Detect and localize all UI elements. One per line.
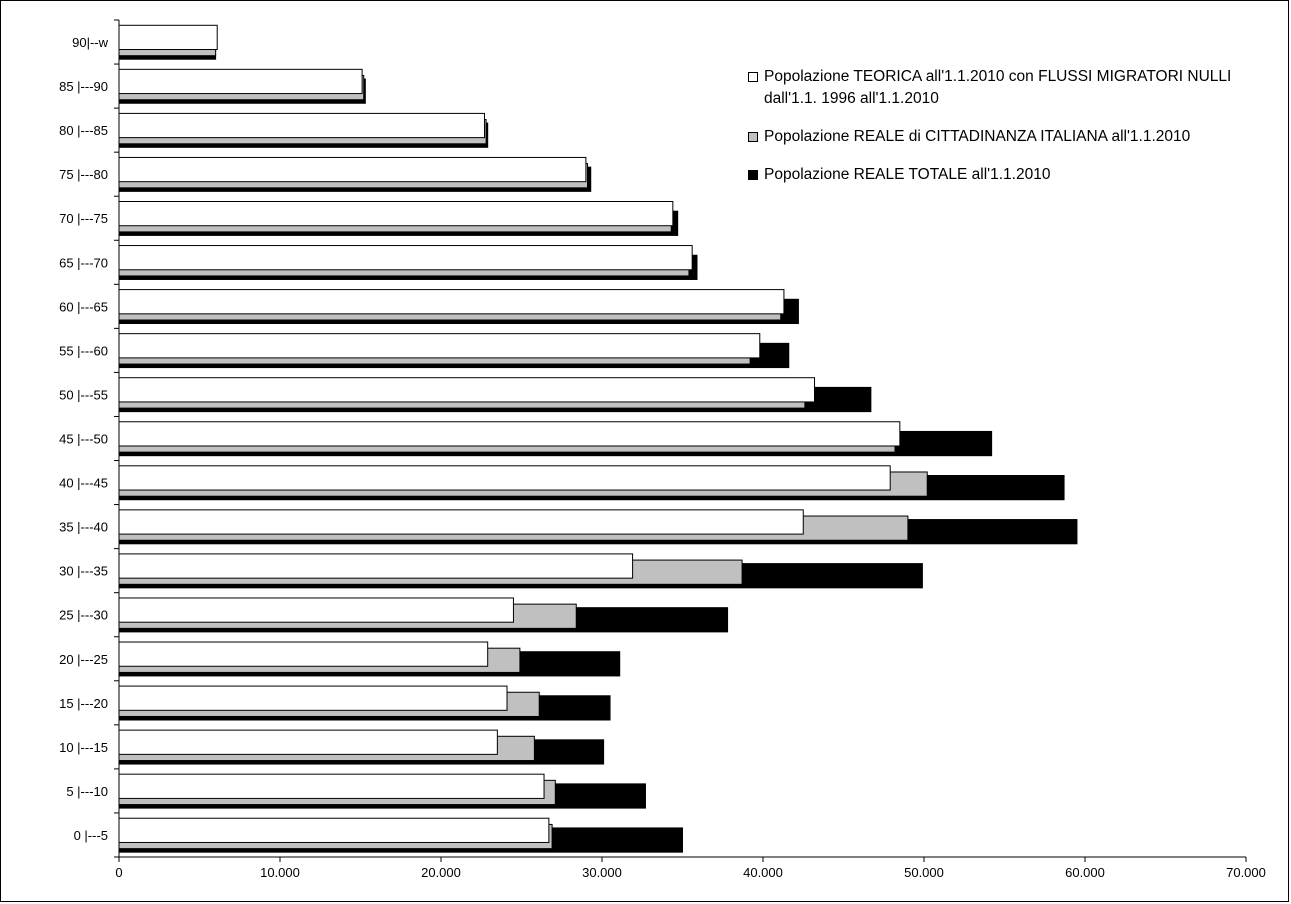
y-tick-label: 55 |---60 [59, 343, 108, 358]
y-tick-label: 60 |---65 [59, 299, 108, 314]
bar-teorica [118, 156, 587, 183]
y-tick-label: 65 |---70 [59, 255, 108, 270]
x-tick-label: 0 [115, 865, 122, 880]
y-tick-label: 90|--w [72, 35, 108, 50]
x-tick-label: 30.000 [582, 865, 622, 880]
y-tick-label: 10 |---15 [59, 740, 108, 755]
bar-teorica [118, 685, 508, 711]
y-tick-label: 70 |---75 [59, 211, 108, 226]
x-tick-label: 40.000 [743, 865, 783, 880]
bar-teorica [118, 289, 785, 315]
y-tick-label: 30 |---35 [59, 564, 108, 579]
x-tick-label: 60.000 [1065, 865, 1105, 880]
bar-teorica [118, 773, 545, 799]
x-tick-label: 70.000 [1226, 865, 1266, 880]
bar-teorica [118, 112, 485, 139]
y-tick-label: 80 |---85 [59, 123, 108, 138]
y-tick-label: 40 |---45 [59, 476, 108, 491]
bar-teorica [118, 200, 674, 227]
chart-legend: Popolazione TEORICA all'1.1.2010 con FLU… [748, 66, 1268, 202]
legend-item-teorica: Popolazione TEORICA all'1.1.2010 con FLU… [748, 66, 1268, 110]
bar-teorica [118, 24, 218, 51]
y-tick-label: 15 |---20 [59, 696, 108, 711]
y-tick-label: 5 |---10 [66, 784, 108, 799]
y-tick-label: 45 |---50 [59, 432, 108, 447]
bar-teorica [118, 245, 693, 271]
bar-teorica [118, 817, 550, 843]
bar-teorica [118, 641, 489, 667]
y-tick-label: 50 |---55 [59, 387, 108, 402]
legend-swatch-grey [748, 132, 758, 142]
bar-teorica [118, 377, 816, 403]
bar-teorica [118, 597, 514, 623]
y-tick-label: 20 |---25 [59, 652, 108, 667]
bar-teorica [118, 421, 901, 447]
x-tick-label: 20.000 [421, 865, 461, 880]
legend-label-totale: Popolazione REALE TOTALE all'1.1.2010 [764, 166, 1051, 183]
bar-teorica [118, 729, 498, 755]
x-tick-label: 50.000 [904, 865, 944, 880]
bar-teorica [118, 509, 804, 535]
bar-teorica [118, 553, 634, 579]
y-tick-label: 25 |---30 [59, 608, 108, 623]
y-tick-label: 35 |---40 [59, 520, 108, 535]
legend-item-totale: Popolazione REALE TOTALE all'1.1.2010 [748, 164, 1268, 186]
y-tick-label: 85 |---90 [59, 79, 108, 94]
legend-item-italiana: Popolazione REALE di CITTADINANZA ITALIA… [748, 126, 1268, 148]
y-tick-label: 75 |---80 [59, 167, 108, 182]
x-tick-label: 10.000 [260, 865, 300, 880]
bar-teorica [118, 465, 891, 491]
legend-label-italiana: Popolazione REALE di CITTADINANZA ITALIA… [764, 128, 1191, 145]
bar-teorica [118, 333, 761, 359]
bar-teorica [118, 68, 363, 95]
legend-swatch-black [748, 170, 758, 180]
y-tick-label: 0 |---5 [74, 828, 108, 843]
legend-label-teorica: Popolazione TEORICA all'1.1.2010 con FLU… [764, 68, 1232, 107]
legend-swatch-white [748, 72, 758, 82]
